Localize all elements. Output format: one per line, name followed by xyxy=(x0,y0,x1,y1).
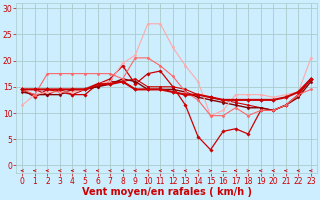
X-axis label: Vent moyen/en rafales ( km/h ): Vent moyen/en rafales ( km/h ) xyxy=(82,187,252,197)
